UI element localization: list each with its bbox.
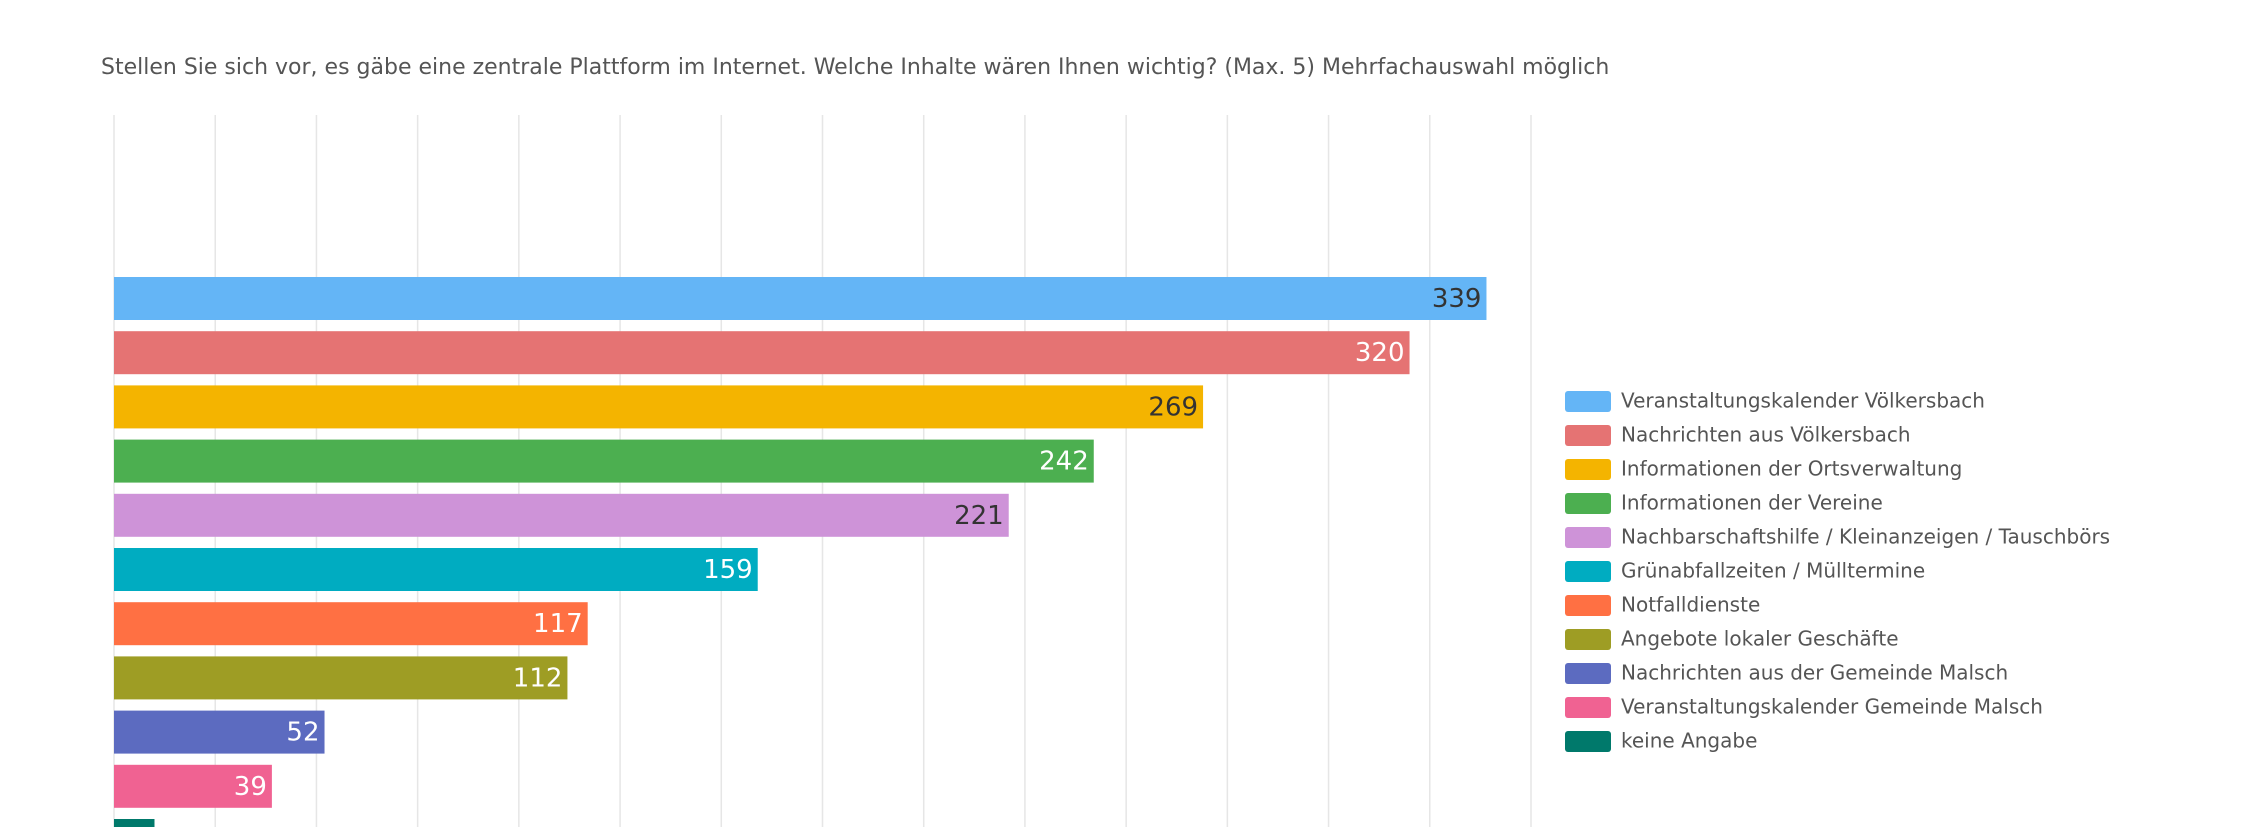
legend-label: Nachbarschaftshilfe / Kleinanzeigen / Ta… (1621, 525, 2110, 549)
legend-label: Nachrichten aus Völkersbach (1621, 423, 1911, 447)
legend-label: Veranstaltungskalender Gemeinde Malsch (1621, 695, 2043, 719)
legend-swatch (1565, 731, 1611, 752)
bar (114, 493, 1009, 537)
bar (114, 331, 1410, 375)
value-label: 221 (954, 501, 1004, 531)
legend-label: Informationen der Ortsverwaltung (1621, 457, 1962, 481)
legend-swatch (1565, 663, 1611, 684)
bar (114, 819, 155, 827)
legend-label: Notfalldienste (1621, 593, 1760, 617)
chart-title: Stellen Sie sich vor, es gäbe eine zentr… (101, 55, 1609, 80)
legend-swatch (1565, 595, 1611, 616)
value-label: 159 (703, 555, 753, 585)
bar (114, 277, 1487, 320)
legend-swatch (1565, 459, 1611, 480)
value-label: 112 (513, 663, 563, 693)
legend-label: Veranstaltungskalender Völkersbach (1621, 389, 1985, 413)
legend-label: Angebote lokaler Geschäfte (1621, 627, 1899, 651)
legend-label: Grünabfallzeiten / Mülltermine (1621, 559, 1925, 583)
legend-swatch (1565, 391, 1611, 412)
bar (114, 548, 758, 591)
legend-swatch (1565, 493, 1611, 514)
legend-swatch (1565, 527, 1611, 548)
value-label: 52 (286, 718, 319, 748)
bar (114, 710, 325, 754)
legend-swatch (1565, 425, 1611, 446)
value-label: 320 (1355, 338, 1405, 368)
value-label: 339 (1432, 284, 1482, 314)
legend-label: Nachrichten aus der Gemeinde Malsch (1621, 661, 2008, 685)
bar (114, 656, 568, 700)
value-label: 269 (1148, 392, 1198, 422)
bar (114, 764, 272, 808)
value-label: 39 (234, 772, 267, 802)
legend-label: Informationen der Vereine (1621, 491, 1883, 515)
legend-swatch (1565, 697, 1611, 718)
value-label: 242 (1039, 447, 1089, 477)
legend-label: keine Angabe (1621, 729, 1757, 753)
legend-swatch (1565, 561, 1611, 582)
bar (114, 439, 1094, 483)
legend-swatch (1565, 629, 1611, 650)
value-label: 117 (533, 609, 583, 639)
bar (114, 385, 1204, 429)
bar (114, 602, 588, 646)
